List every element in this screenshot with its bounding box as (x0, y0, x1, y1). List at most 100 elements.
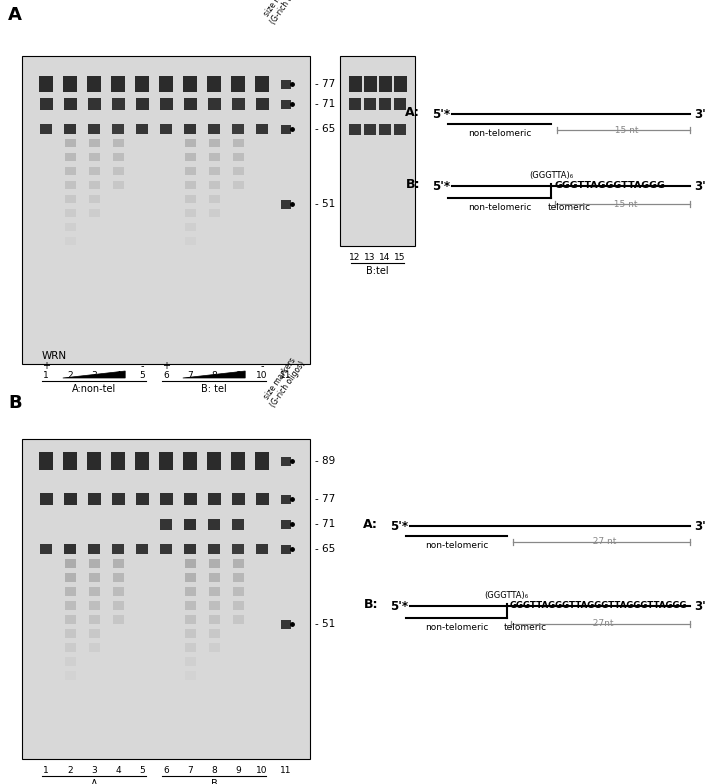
Bar (65, 643, 75, 652)
Bar (65, 167, 75, 175)
Bar (40, 493, 53, 505)
Bar (209, 153, 219, 161)
Bar (111, 76, 125, 92)
Bar (184, 544, 196, 554)
Text: 3': 3' (694, 600, 706, 612)
Text: 8: 8 (211, 766, 217, 775)
Text: 15 nt: 15 nt (609, 125, 638, 135)
Bar (160, 98, 173, 110)
Bar (209, 167, 219, 175)
Bar (39, 76, 53, 92)
Text: +: + (42, 361, 50, 371)
Bar (256, 493, 268, 505)
Text: - 77: - 77 (315, 494, 335, 504)
Bar (208, 518, 220, 529)
Bar (231, 452, 245, 470)
Bar (89, 629, 99, 637)
Bar (63, 76, 77, 92)
Bar (185, 629, 195, 637)
Text: A: A (8, 6, 22, 24)
Bar (209, 615, 219, 623)
Bar (349, 124, 361, 135)
Bar (136, 544, 148, 554)
Text: 6: 6 (163, 371, 169, 380)
Bar (160, 544, 172, 554)
Bar (209, 629, 219, 637)
Bar (112, 572, 124, 582)
Text: - 65: - 65 (315, 124, 335, 134)
Text: 11: 11 (280, 766, 292, 775)
Text: 11: 11 (280, 371, 292, 380)
Bar (256, 544, 268, 554)
Bar (232, 181, 244, 189)
Bar (112, 615, 124, 623)
Bar (281, 456, 291, 466)
Bar (185, 181, 195, 189)
Bar (232, 124, 244, 134)
Bar (209, 572, 219, 582)
Bar (89, 181, 99, 189)
Polygon shape (182, 371, 245, 378)
Text: size markers
(G-rich oligos): size markers (G-rich oligos) (261, 354, 307, 409)
Text: 7: 7 (187, 371, 193, 380)
Bar (64, 544, 76, 554)
Text: 9: 9 (235, 766, 241, 775)
Bar (255, 76, 269, 92)
Text: GGGTTAGGGTTAGGGTTAGGGTTAGGG: GGGTTAGGGTTAGGGTTAGGGTTAGGG (510, 601, 687, 609)
Text: 5'*: 5'* (432, 107, 450, 121)
Bar (112, 124, 124, 134)
Text: B:: B: (405, 177, 420, 191)
Text: B:tel: B:tel (366, 266, 389, 276)
Text: -: - (261, 361, 263, 371)
Text: 3': 3' (694, 180, 706, 193)
Bar (112, 153, 124, 161)
Bar (232, 139, 244, 147)
Bar (87, 493, 101, 505)
Bar (185, 167, 195, 175)
Text: 27nt: 27nt (587, 619, 613, 629)
Bar (185, 670, 195, 680)
Bar (40, 544, 52, 554)
Bar (207, 98, 221, 110)
Bar (393, 76, 407, 92)
Bar (40, 98, 53, 110)
Bar (232, 572, 244, 582)
Text: 1: 1 (43, 766, 49, 775)
Bar (378, 76, 391, 92)
Bar (232, 615, 244, 623)
Text: non-telomeric: non-telomeric (425, 623, 488, 632)
Text: non-telomeric: non-telomeric (425, 541, 488, 550)
Bar (281, 545, 291, 554)
Bar (340, 56, 415, 246)
Bar (89, 167, 99, 175)
Bar (349, 98, 361, 110)
Bar (65, 209, 75, 217)
Text: telomeric: telomeric (503, 623, 547, 632)
Bar (160, 518, 172, 529)
Text: 5'*: 5'* (390, 600, 408, 612)
Text: 14: 14 (379, 253, 391, 262)
Bar (88, 544, 100, 554)
Bar (232, 544, 244, 554)
Bar (22, 56, 310, 364)
Bar (185, 153, 195, 161)
Text: (GGGTTA)₆: (GGGTTA)₆ (529, 171, 574, 180)
Bar (208, 124, 220, 134)
Text: non-telomeric: non-telomeric (468, 203, 531, 212)
Text: - 51: - 51 (315, 619, 335, 629)
Bar (65, 656, 75, 666)
Bar (89, 643, 99, 652)
Bar (379, 98, 391, 110)
Bar (89, 615, 99, 623)
Text: A:: A: (405, 106, 420, 118)
Bar (183, 76, 197, 92)
Bar (281, 79, 291, 89)
Bar (256, 98, 268, 110)
Text: B: B (8, 394, 21, 412)
Bar (135, 76, 149, 92)
Text: - 65: - 65 (315, 544, 335, 554)
Bar (255, 452, 269, 470)
Bar (22, 439, 310, 759)
Text: size markers
(G-rich oligos): size markers (G-rich oligos) (261, 0, 307, 26)
Text: (GGGTTA)₆: (GGGTTA)₆ (485, 591, 529, 600)
